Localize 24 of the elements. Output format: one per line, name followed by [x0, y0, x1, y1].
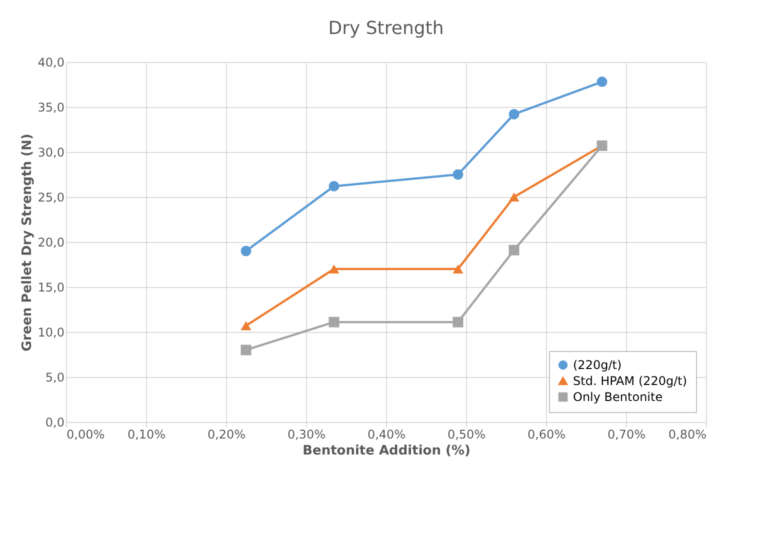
y-axis-title: Green Pellet Dry Strength (N)	[20, 134, 35, 352]
legend-label: (220g/t)	[573, 358, 622, 372]
x-tick-label: 0,80%	[668, 428, 706, 442]
x-tick-label: 0,40%	[367, 428, 406, 442]
y-tick-label: 35,0	[38, 100, 64, 114]
y-tick-label: 25,0	[38, 190, 64, 204]
x-tick-label: 0,00%	[66, 428, 105, 442]
y-tick-label: 10,0	[38, 326, 64, 340]
y-tick-label: 40,0	[38, 56, 64, 70]
y-tick-label: 15,0	[38, 280, 64, 294]
chart-title: Dry Strength	[328, 18, 444, 39]
x-tick-label: 0,30%	[287, 428, 326, 442]
x-tick-label: 0,60%	[527, 428, 566, 442]
y-tick-label: 0,0	[45, 416, 64, 430]
x-tick-label: 0,10%	[127, 428, 166, 442]
y-tick-label: 5,0	[45, 370, 64, 384]
x-tick-label: 0,70%	[607, 428, 646, 442]
x-tick-label: 0,20%	[207, 428, 246, 442]
x-tick-label: 0,50%	[447, 428, 486, 442]
legend-label: Only Bentonite	[573, 390, 663, 404]
legend-label: Std. HPAM (220g/t)	[573, 374, 688, 388]
y-tick-label: 30,0	[38, 146, 64, 160]
x-axis-title: Bentonite Addition (%)	[302, 444, 470, 458]
y-tick-label: 20,0	[38, 236, 64, 250]
